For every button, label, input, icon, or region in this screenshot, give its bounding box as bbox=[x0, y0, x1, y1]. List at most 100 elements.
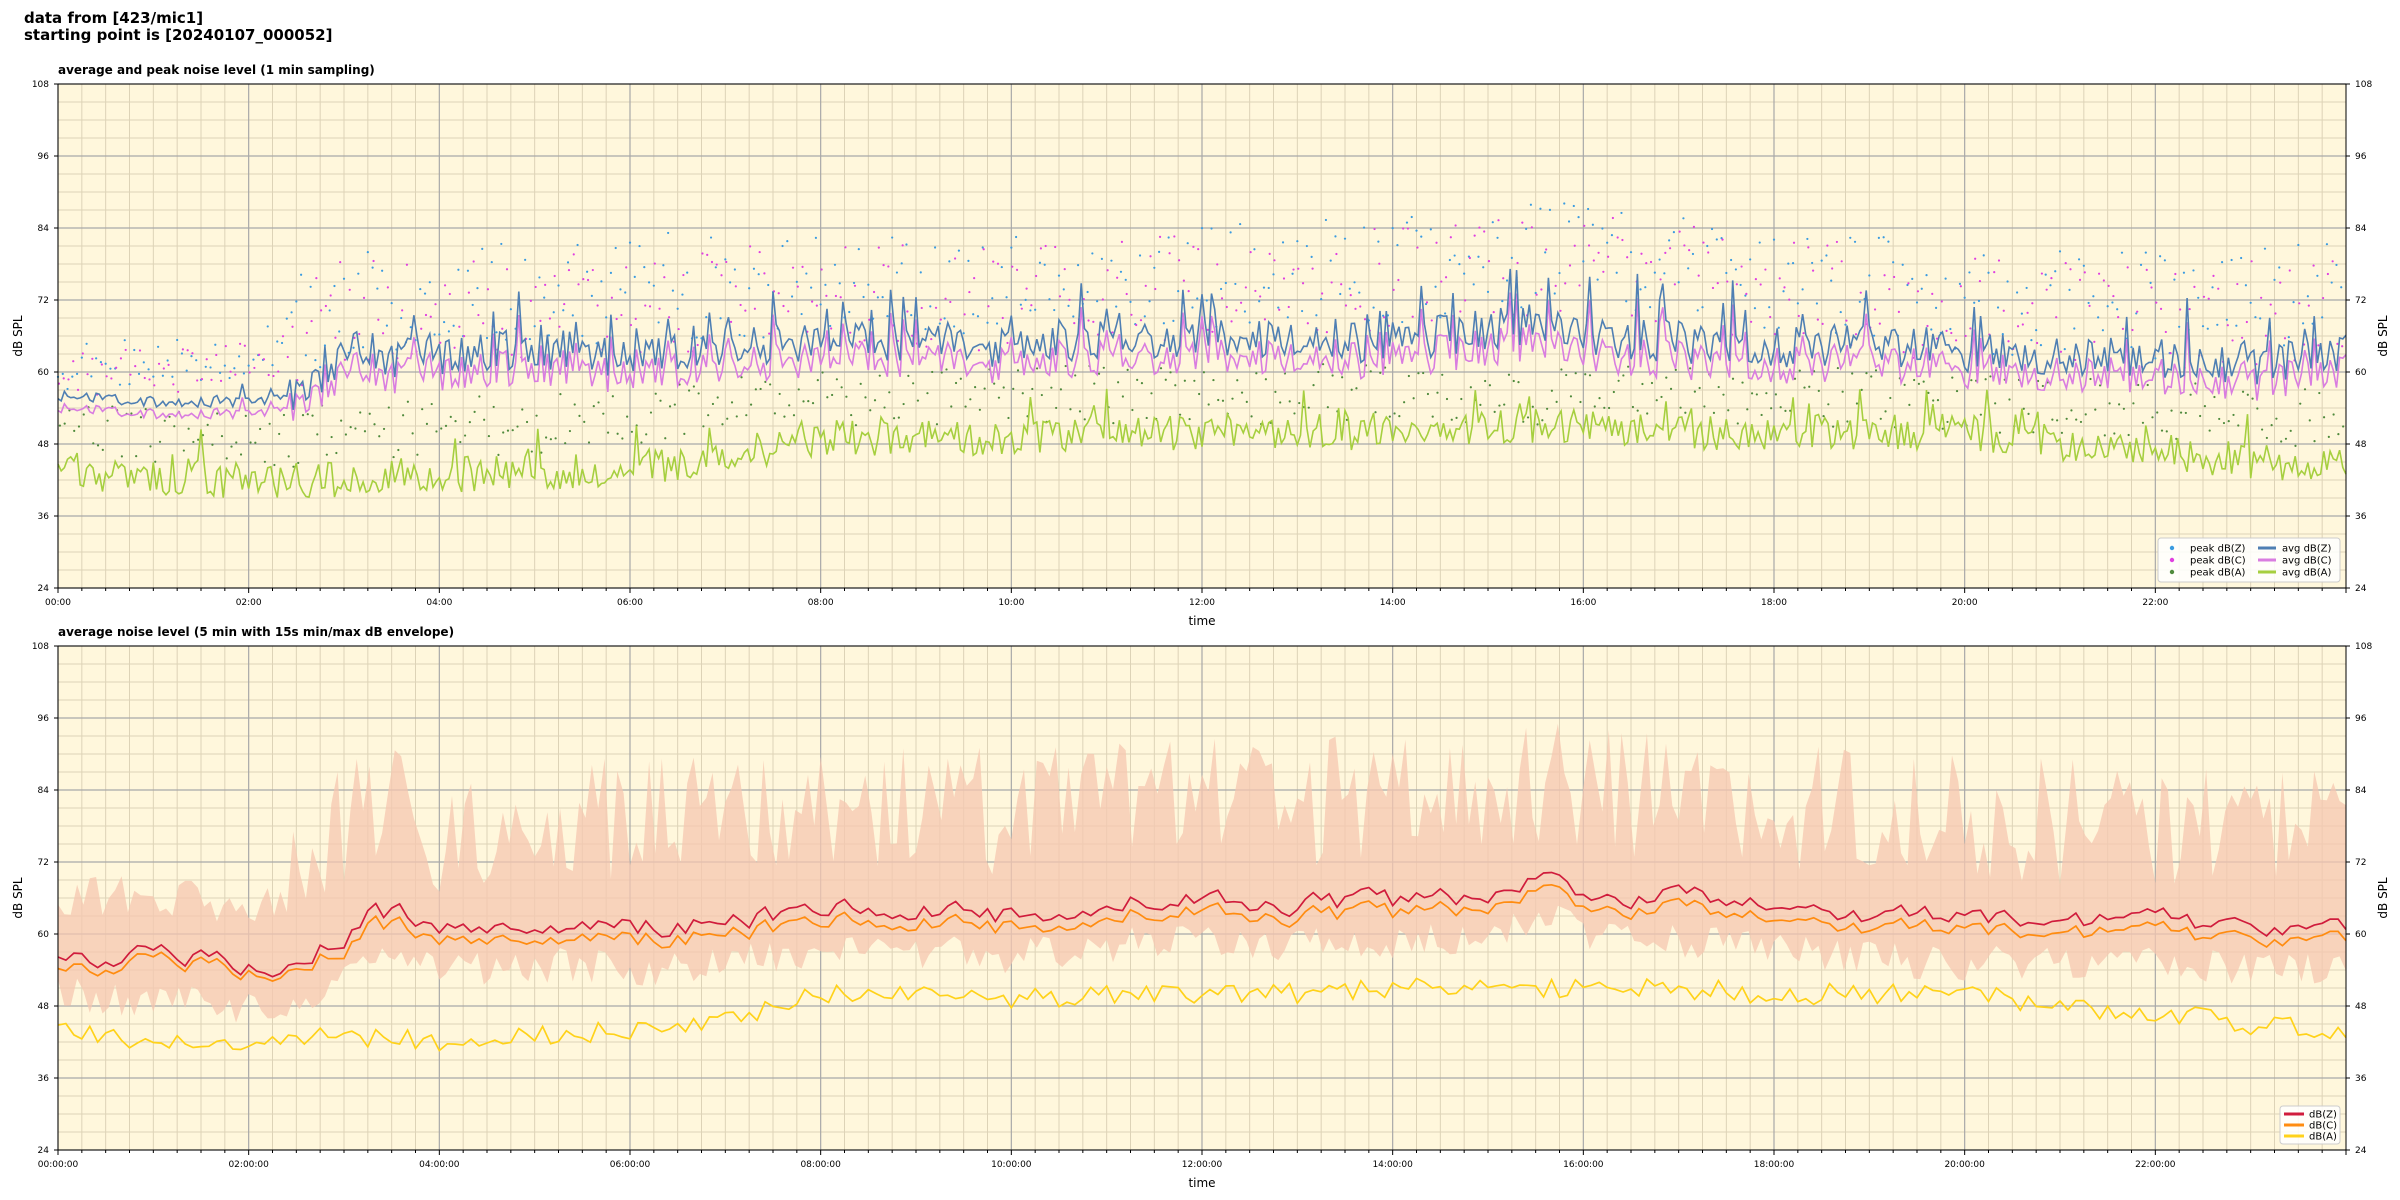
peak-dbz-point bbox=[1525, 227, 1528, 231]
peak-dba-point bbox=[792, 414, 796, 417]
peak-dbz-point bbox=[662, 264, 665, 267]
peak-dbz-point bbox=[1162, 322, 1165, 325]
x-tick-label: 16:00:00 bbox=[1563, 1160, 1604, 1170]
peak-dbc-point bbox=[1816, 318, 1819, 321]
peak-dbc-point bbox=[1011, 265, 1014, 268]
peak-dbc-point bbox=[81, 352, 84, 355]
peak-dba-point bbox=[807, 400, 810, 403]
peak-dba-point bbox=[497, 453, 500, 456]
peak-dbz-point bbox=[2211, 286, 2214, 289]
peak-dbc-point bbox=[696, 343, 699, 347]
peak-dba-point bbox=[897, 416, 900, 419]
peak-dbz-point bbox=[1892, 261, 1895, 264]
peak-dba-point bbox=[840, 386, 843, 389]
legend-marker bbox=[2169, 557, 2175, 563]
peak-dba-point bbox=[935, 423, 939, 426]
peak-dbz-point bbox=[309, 285, 312, 288]
peak-dba-point bbox=[2184, 411, 2187, 415]
peak-dba-point bbox=[573, 403, 576, 406]
peak-dba-point bbox=[993, 382, 996, 385]
peak-dbc-point bbox=[1974, 257, 1977, 260]
peak-dbc-point bbox=[1516, 261, 1519, 265]
peak-dba-point bbox=[2160, 429, 2164, 432]
peak-dbz-point bbox=[976, 315, 980, 318]
peak-dbz-point bbox=[319, 366, 322, 369]
peak-dbz-point bbox=[571, 314, 574, 317]
peak-dbc-point bbox=[868, 318, 871, 321]
peak-dbz-point bbox=[1529, 203, 1532, 206]
peak-dbz-point bbox=[271, 364, 274, 367]
peak-dbz-point bbox=[2254, 316, 2257, 319]
peak-dba-point bbox=[139, 416, 143, 419]
peak-dba-point bbox=[711, 402, 715, 406]
peak-dba-point bbox=[1541, 419, 1544, 422]
x-tick-label: 10:00 bbox=[998, 598, 1024, 608]
peak-dba-point bbox=[1941, 427, 1944, 430]
peak-dbz-point bbox=[2197, 296, 2200, 299]
peak-dba-point bbox=[1112, 421, 1115, 425]
peak-dba-point bbox=[1207, 403, 1210, 406]
peak-dbc-point bbox=[1754, 278, 1757, 281]
peak-dbz-point bbox=[600, 280, 603, 283]
peak-dbz-point bbox=[1091, 252, 1094, 255]
peak-dbz-point bbox=[1749, 258, 1752, 261]
peak-dbz-point bbox=[848, 310, 851, 314]
peak-dbz-point bbox=[924, 328, 927, 331]
peak-dba-point bbox=[916, 399, 920, 402]
peak-dbz-point bbox=[1725, 271, 1728, 275]
peak-dbz-point bbox=[1553, 292, 1556, 295]
peak-dba-point bbox=[606, 431, 610, 434]
peak-dbc-point bbox=[2107, 284, 2110, 287]
peak-dba-point bbox=[854, 424, 858, 427]
peak-dbz-point bbox=[709, 236, 713, 239]
peak-dbz-point bbox=[1825, 254, 1828, 257]
peak-dbz-point bbox=[805, 272, 808, 275]
peak-dbz-point bbox=[1539, 207, 1542, 210]
peak-dbc-point bbox=[86, 373, 89, 376]
peak-dba-point bbox=[797, 388, 800, 391]
peak-dbc-point bbox=[2112, 294, 2115, 298]
peak-dbc-point bbox=[1120, 240, 1124, 243]
peak-dbc-point bbox=[2231, 339, 2234, 342]
peak-dbc-point bbox=[1054, 245, 1057, 249]
peak-dbz-point bbox=[2006, 280, 2009, 283]
peak-dbz-point bbox=[1372, 306, 1375, 309]
peak-dbc-point bbox=[768, 332, 771, 335]
peak-dbz-point bbox=[1324, 218, 1328, 222]
y-tick-label-left: 36 bbox=[38, 1074, 50, 1084]
peak-dba-point bbox=[859, 382, 862, 385]
peak-dbc-point bbox=[1173, 235, 1176, 238]
peak-dbz-point bbox=[814, 236, 818, 239]
peak-dbz-point bbox=[819, 303, 822, 306]
peak-dbc-point bbox=[2202, 295, 2206, 298]
peak-dba-point bbox=[502, 431, 505, 434]
peak-dba-point bbox=[1317, 370, 1320, 374]
peak-dba-point bbox=[1803, 386, 1806, 389]
peak-dbz-point bbox=[547, 334, 551, 337]
peak-dbc-point bbox=[238, 342, 242, 345]
peak-dbz-point bbox=[2001, 332, 2004, 336]
peak-dba-point bbox=[1584, 373, 1587, 376]
peak-dba-point bbox=[1951, 376, 1954, 379]
peak-dbz-point bbox=[762, 336, 765, 339]
peak-dba-point bbox=[1636, 409, 1639, 412]
peak-dba-point bbox=[1774, 393, 1778, 396]
peak-dbz-point bbox=[2030, 339, 2033, 342]
peak-dbz-point bbox=[2087, 301, 2090, 305]
peak-dba-point bbox=[1007, 416, 1010, 420]
peak-dbz-point bbox=[2178, 325, 2181, 328]
y-tick-label-left: 108 bbox=[32, 80, 49, 90]
peak-dba-point bbox=[2113, 432, 2116, 435]
peak-dbz-point bbox=[1053, 308, 1056, 312]
peak-dba-point bbox=[1574, 372, 1577, 375]
peak-dbc-point bbox=[1478, 226, 1481, 229]
peak-dba-point bbox=[492, 405, 495, 409]
peak-dba-point bbox=[406, 400, 409, 403]
peak-dbz-point bbox=[1348, 287, 1351, 290]
peak-dba-point bbox=[1240, 391, 1244, 394]
peak-dba-point bbox=[1445, 397, 1449, 401]
peak-dbc-point bbox=[143, 376, 146, 380]
peak-dbz-point bbox=[1739, 283, 1742, 287]
y-tick-label-right: 84 bbox=[2355, 786, 2367, 796]
chart-title: average noise level (5 min with 15s min/… bbox=[58, 625, 454, 639]
